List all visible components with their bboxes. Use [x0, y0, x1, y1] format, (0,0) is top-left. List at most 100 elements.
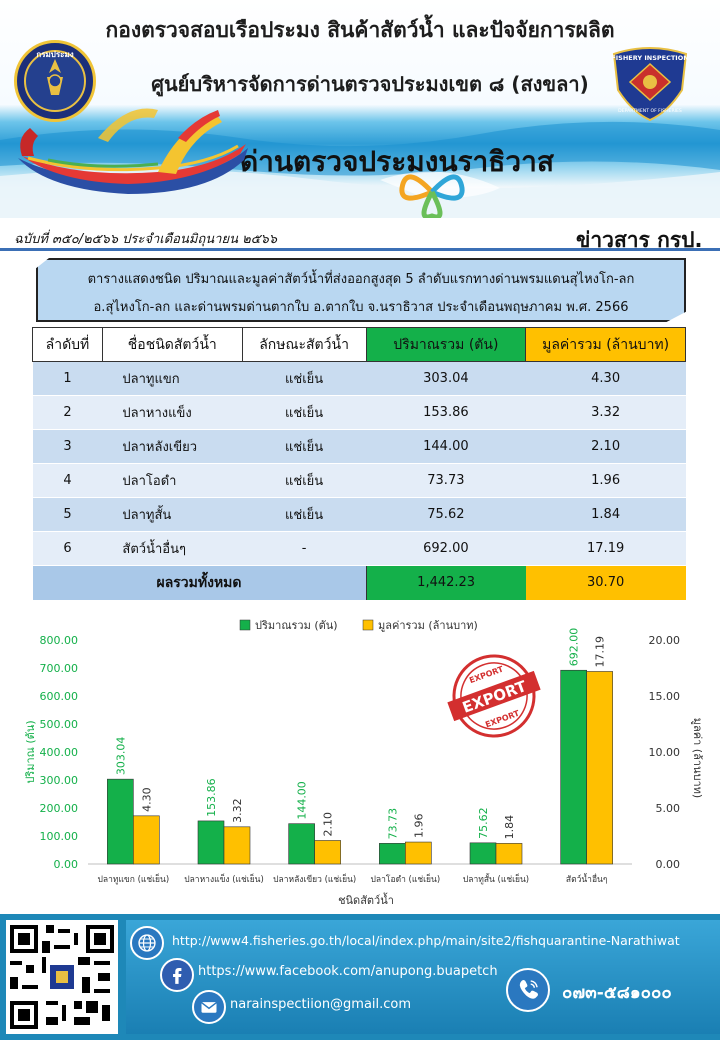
y-tick-left: 600.00	[40, 690, 79, 703]
org-title: กองตรวจสอบเรือประมง สินค้าสัตว์น้ำ และปั…	[105, 18, 615, 42]
cell-name: ปลาทูแขก	[102, 361, 243, 396]
cell-qty: 144.00	[366, 429, 526, 464]
email-address[interactable]: narainspectiion@gmail.com	[230, 997, 412, 1012]
cell-name: ปลาทูสั้น	[102, 497, 243, 532]
table-row: 3 ปลาหลังเขียว แช่เย็น 144.00 2.10	[32, 429, 686, 464]
header-qty: ปริมาณรวม (ตัน)	[365, 327, 527, 362]
export-table: ลำดับที่ ชื่อชนิดสัตว์น้ำ ลักษณะสัตว์น้ำ…	[32, 327, 686, 600]
header-divider	[0, 248, 720, 251]
table-row: 4 ปลาโอดำ แช่เย็น 73.73 1.96	[32, 463, 686, 498]
y-tick-left: 400.00	[40, 746, 79, 759]
bar-value	[314, 840, 341, 865]
y-tick-right: 0.00	[656, 858, 681, 871]
legend-swatch-qty	[239, 619, 251, 631]
cell-qty: 73.73	[366, 463, 526, 498]
y-tick-left: 500.00	[40, 718, 79, 731]
cell-value: 17.19	[525, 531, 686, 566]
y-tick-right: 15.00	[649, 690, 681, 703]
table-total-row: ผลรวมทั้งหมด 1,442.23 30.70	[32, 565, 686, 600]
total-label: ผลรวมทั้งหมด	[32, 565, 367, 600]
data-label-qty: 692.00	[568, 628, 581, 667]
x-tick-label: ปลาโอดำ (แช่เย็น)	[371, 873, 441, 885]
data-label-qty: 73.73	[386, 808, 399, 840]
cell-qty: 303.04	[366, 361, 526, 396]
cell-qty: 153.86	[366, 395, 526, 430]
caption-line-2: อ.สุไหงโก-ลก และด่านพรมด่านตากใบ อ.ตากใบ…	[93, 300, 629, 315]
right-logo-text-top: FISHERY INSPECTION	[611, 54, 688, 62]
cell-rank: 3	[32, 429, 103, 464]
facebook-icon	[160, 958, 194, 992]
data-label-qty: 75.62	[477, 807, 490, 839]
cell-form: แช่เย็น	[242, 395, 366, 430]
legend-label-qty: ปริมาณรวม (ตัน)	[255, 619, 338, 632]
bar-value	[223, 826, 251, 865]
y-tick-left: 100.00	[40, 830, 79, 843]
newsletter-label: ข่าวสาร กรป.	[576, 228, 703, 252]
export-stamp: EXPORT EXPORT EXPORT	[447, 654, 541, 738]
ribbon-knot-logo	[399, 174, 465, 218]
phone-number[interactable]: ๐๗๓-๕๘๑๐๐๐	[562, 983, 672, 1003]
bar-qty	[379, 843, 406, 865]
fishery-inspection-logo: FISHERY INSPECTION DEPARTMENT OF FISHERI…	[611, 47, 689, 122]
bar-qty	[560, 669, 587, 865]
header-form: ลักษณะสัตว์น้ำ	[241, 327, 367, 362]
y-tick-left: 300.00	[40, 774, 79, 787]
cell-name: ปลาโอดำ	[102, 463, 243, 498]
data-label-value: 1.84	[503, 815, 516, 840]
qr-code[interactable]	[6, 920, 118, 1034]
checkpoint-title: ด่านตรวจประมงนราธิวาส	[240, 145, 554, 178]
facebook-link[interactable]: https://www.facebook.com/anupong.buapetc…	[198, 964, 498, 979]
left-logo-text: กรมประมง	[36, 50, 73, 59]
header-rank: ลำดับที่	[32, 327, 103, 362]
x-axis-title: ชนิดสัตว์น้ำ	[338, 892, 394, 907]
cell-form: -	[242, 531, 366, 566]
cell-form: แช่เย็น	[242, 497, 366, 532]
cell-value: 4.30	[525, 361, 686, 396]
x-tick-label: ปลาหลังเขียว (แช่เย็น)	[273, 873, 356, 885]
cell-value: 1.84	[525, 497, 686, 532]
y-axis-left-title: ปริมาณ (ตัน)	[24, 720, 37, 783]
footer	[0, 914, 720, 1040]
legend-swatch-value	[362, 619, 374, 631]
cell-rank: 4	[32, 463, 103, 498]
globe-icon	[130, 926, 164, 960]
y-tick-left: 800.00	[40, 634, 79, 647]
table-row: 1 ปลาทูแขก แช่เย็น 303.04 4.30	[32, 361, 686, 396]
table-row: 5 ปลาทูสั้น แช่เย็น 75.62 1.84	[32, 497, 686, 532]
total-qty: 1,442.23	[366, 565, 526, 600]
cell-rank: 2	[32, 395, 103, 430]
export-bar-chart: ปริมาณรวม (ตัน) มูลค่ารวม (ล้านบาท) ปริม…	[24, 619, 704, 907]
total-value: 30.70	[525, 565, 686, 600]
cell-rank: 5	[32, 497, 103, 532]
korlae-boat-illustration	[18, 108, 248, 194]
data-label-value: 3.32	[231, 798, 244, 823]
y-tick-right: 5.00	[656, 802, 681, 815]
x-tick-label: ปลาทูแขก (แช่เย็น)	[97, 873, 169, 885]
stamp-text-bottom: EXPORT	[484, 709, 521, 730]
cell-value: 3.32	[525, 395, 686, 430]
x-tick-label: ปลาหางแข็ง (แช่เย็น)	[184, 873, 264, 885]
y-tick-left: 200.00	[40, 802, 79, 815]
table-caption-box: ตารางแสดงชนิด ปริมาณและมูลค่าสัตว์น้ำที่…	[36, 258, 686, 322]
cell-value: 2.10	[525, 429, 686, 464]
cell-qty: 75.62	[366, 497, 526, 532]
cell-form: แช่เย็น	[242, 361, 366, 396]
table-row: 2 ปลาหางแข็ง แช่เย็น 153.86 3.32	[32, 395, 686, 430]
data-label-value: 2.10	[322, 812, 335, 837]
cell-name: สัตว์น้ำอื่นๆ	[102, 531, 243, 566]
email-icon	[192, 990, 226, 1024]
header-banner: กองตรวจสอบเรือประมง สินค้าสัตว์น้ำ และปั…	[0, 0, 720, 218]
data-label-qty: 303.04	[114, 737, 127, 776]
cell-name: ปลาหลังเขียว	[102, 429, 243, 464]
bar-value	[133, 815, 160, 865]
website-link[interactable]: http://www4.fisheries.go.th/local/index.…	[172, 933, 680, 948]
x-tick-label: สัตว์น้ำอื่นๆ	[566, 873, 608, 885]
caption-line-1: ตารางแสดงชนิด ปริมาณและมูลค่าสัตว์น้ำที่…	[87, 272, 635, 287]
phone-icon	[506, 968, 550, 1012]
cell-value: 1.96	[525, 463, 686, 498]
y-tick-right: 20.00	[649, 634, 681, 647]
department-of-fisheries-logo: กรมประมง	[14, 40, 96, 122]
bar-qty	[469, 842, 497, 865]
bar-value	[405, 841, 432, 865]
cell-rank: 6	[32, 531, 103, 566]
